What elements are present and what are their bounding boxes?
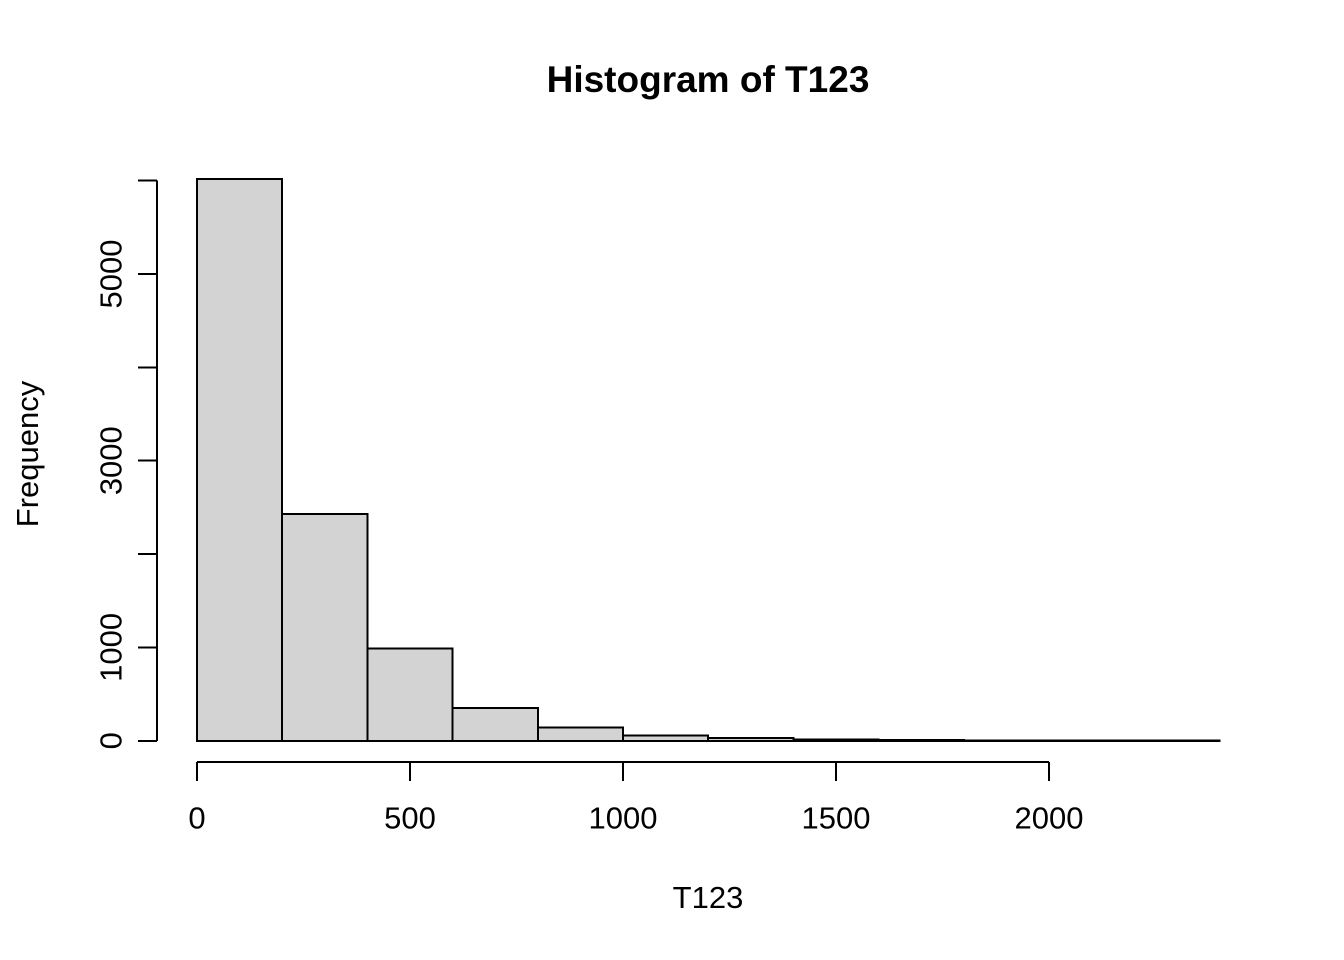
histogram-bar [622, 734, 710, 742]
y-axis-label: Frequency [10, 380, 45, 528]
histogram-bar [451, 707, 539, 742]
x-tick-label: 1000 [589, 801, 658, 836]
x-tick-label: 1500 [802, 801, 871, 836]
x-tick-label: 500 [384, 801, 436, 836]
histogram-bar [792, 738, 880, 742]
x-tick-label: 2000 [1015, 801, 1084, 836]
y-tick-label: 0 [94, 732, 129, 749]
chart-title: Histogram of T123 [546, 59, 870, 100]
histogram-bar [707, 737, 795, 742]
histogram-bar [196, 177, 284, 742]
histogram-bar [281, 513, 369, 742]
y-tick-label: 5000 [94, 240, 129, 309]
y-tick-label: 3000 [94, 426, 129, 495]
y-tick-label: 1000 [94, 613, 129, 682]
histogram-bar [877, 739, 965, 742]
histogram-bar [366, 647, 454, 742]
x-axis-label: T123 [672, 880, 744, 915]
x-tick-label: 0 [188, 801, 205, 836]
histogram-bar [536, 726, 624, 742]
